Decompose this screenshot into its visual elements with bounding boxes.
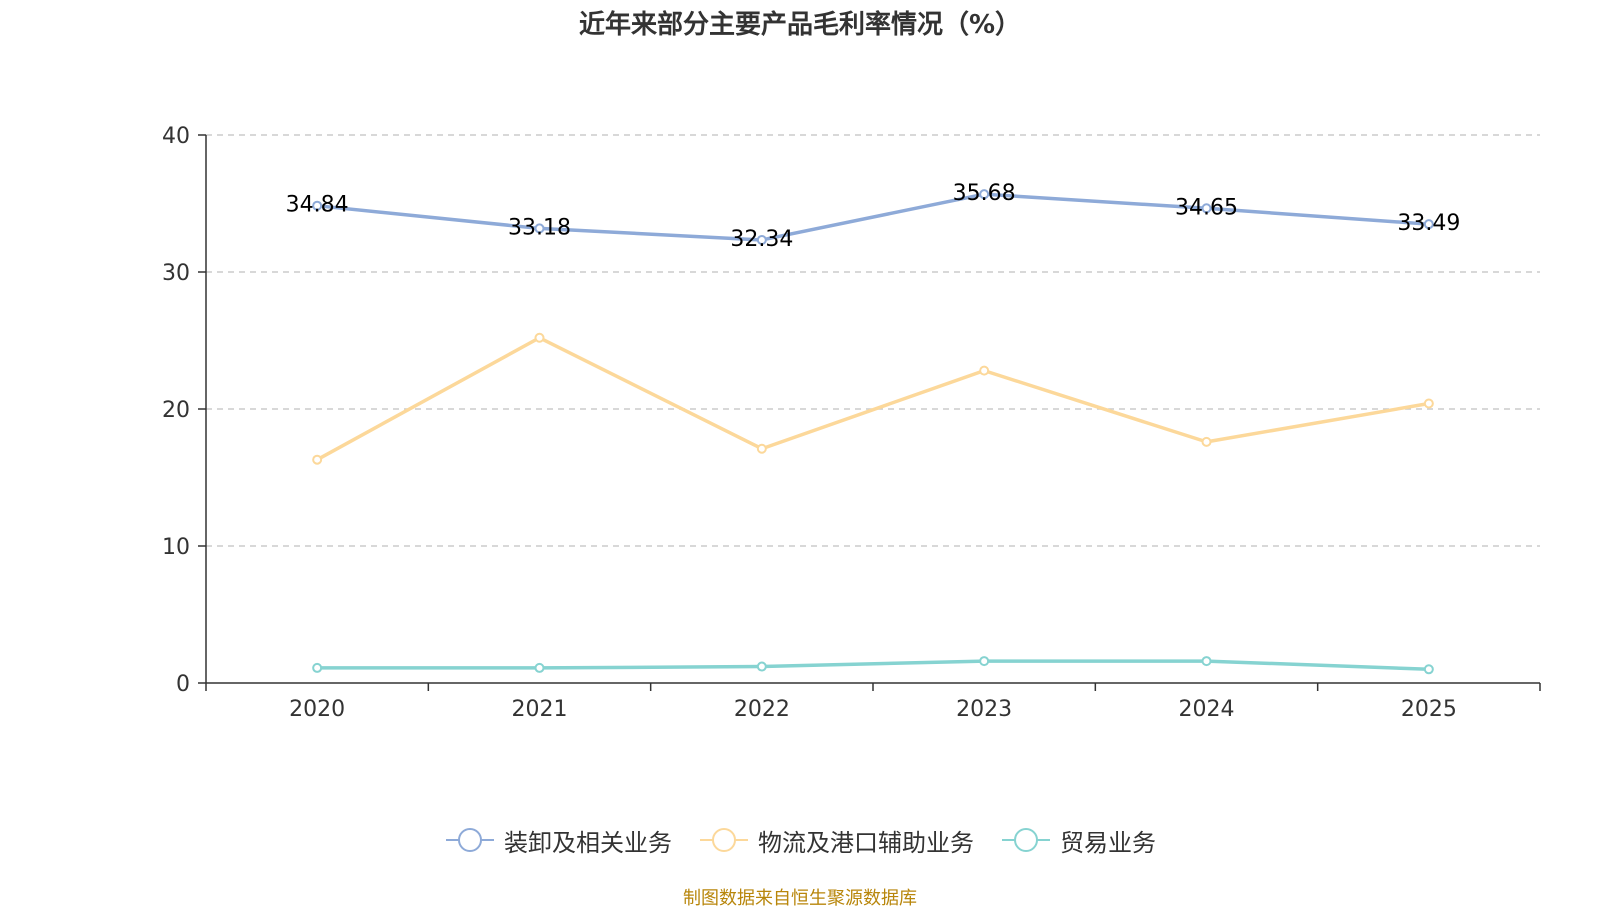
y-tick-label: 30 [162,261,190,286]
legend-swatch-icon [446,828,494,852]
x-tick-label: 2024 [1179,697,1235,722]
legend-swatch-icon [1002,828,1050,852]
data-point [1201,656,1212,667]
legend-item[interactable]: 物流及港口辅助业务 [698,823,974,858]
data-point [979,365,990,376]
data-point [756,443,767,454]
data-point [534,332,545,343]
data-point [756,234,767,245]
series-line-2 [316,336,1430,462]
data-label: 34.65 [1175,195,1238,220]
series-lines [312,189,1434,675]
data-point [312,454,323,465]
legend-label: 装卸及相关业务 [504,828,672,857]
data-point [534,223,545,234]
legend: 装卸及相关业务 物流及港口辅助业务 贸易业务 [0,820,1600,860]
data-point [1201,203,1212,214]
axes: 0 10 20 30 40 2020 2021 2022 2023 2024 2025 [162,124,1541,722]
legend-swatch-icon [700,828,748,852]
x-tick-label: 2022 [734,697,790,722]
chart-title: 近年来部分主要产品毛利率情况（%） [578,10,1022,40]
x-tick-label: 2025 [1401,697,1457,722]
data-point [1201,436,1212,447]
data-label: 35.68 [953,181,1016,206]
legend-item[interactable]: 装卸及相关业务 [444,823,672,858]
y-tick-label: 10 [162,535,190,560]
legend-label: 物流及港口辅助业务 [758,828,974,857]
data-point [979,656,990,667]
legend-label: 贸易业务 [1060,828,1156,857]
data-point [756,661,767,672]
data-point [1423,219,1434,230]
data-point [534,662,545,673]
data-label: 33.18 [508,215,571,240]
data-label: 32.34 [730,227,793,252]
y-tick-label: 20 [162,398,190,423]
x-tick-label: 2023 [956,697,1012,722]
y-tick-label: 0 [176,672,190,697]
data-point [979,189,990,200]
x-tick-label: 2021 [512,697,568,722]
source-note: 制图数据来自恒生聚源数据库 [683,888,917,909]
series-line-3 [317,659,1429,672]
x-tick-label: 2020 [289,697,345,722]
legend-item[interactable]: 贸易业务 [1000,823,1156,858]
data-point [1423,398,1434,409]
series-line-1 [316,192,1429,242]
grid-lines [206,134,1540,547]
data-labels: 34.84 33.18 32.34 35.68 34.65 33.49 [286,181,1461,252]
data-label: 33.49 [1397,211,1460,236]
data-label: 34.84 [286,193,349,218]
data-point [312,200,323,211]
data-point [1423,664,1434,675]
data-point [312,662,323,673]
y-tick-label: 40 [162,124,190,149]
